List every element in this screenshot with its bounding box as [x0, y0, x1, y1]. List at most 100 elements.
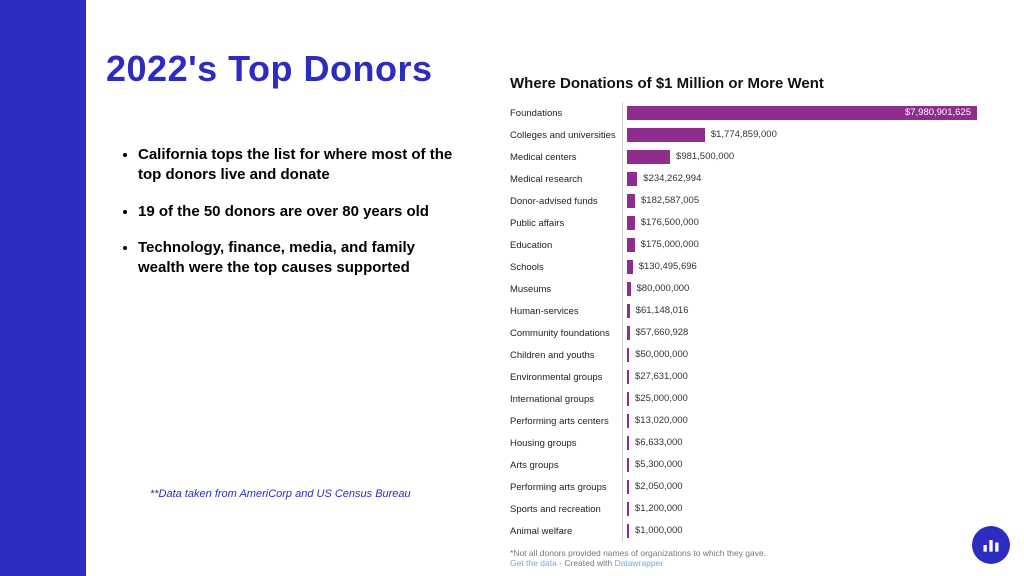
chart-bar-value: $182,587,005 [641, 194, 699, 208]
chart-row-label: Performing arts centers [510, 416, 622, 427]
chart-bar [627, 216, 635, 230]
chart-source-link[interactable]: Get the data [510, 558, 557, 568]
chart-row-label: Colleges and universities [510, 130, 622, 141]
chart-source-sep: · Created with [557, 558, 615, 568]
chart-row-track: $1,774,859,000 [623, 128, 980, 142]
chart-row-label: Performing arts groups [510, 482, 622, 493]
chart-bar-value: $80,000,000 [637, 282, 690, 296]
chart-row: Performing arts centers $13,020,000 [510, 410, 980, 432]
chart-bar-value: $25,000,000 [635, 392, 688, 406]
chart-row: Public affairs $176,500,000 [510, 212, 980, 234]
chart-row-label: Education [510, 240, 622, 251]
chart-row-track: $175,000,000 [623, 238, 980, 252]
chart-bar [627, 436, 629, 450]
chart-bar-value: $981,500,000 [676, 150, 734, 164]
chart-row-label: Sports and recreation [510, 504, 622, 515]
chart-row-track: $981,500,000 [623, 150, 980, 164]
chart-bar [627, 348, 629, 362]
chart-row-track: $25,000,000 [623, 392, 980, 406]
chart-bar-value: $57,660,928 [636, 326, 689, 340]
chart-row: Housing groups $6,633,000 [510, 432, 980, 454]
chart-bar-value: $7,980,901,625 [905, 106, 971, 120]
chart-row: Children and youths$50,000,000 [510, 344, 980, 366]
chart-row-track: $234,262,994 [623, 172, 980, 186]
chart-row: Education$175,000,000 [510, 234, 980, 256]
chart-row-label: Medical centers [510, 152, 622, 163]
accent-sidebar [0, 0, 86, 576]
chart-row-track: $6,633,000 [623, 436, 980, 450]
chart-bar-value: $13,020,000 [635, 414, 688, 428]
chart-bar-value: $2,050,000 [635, 480, 683, 494]
chart-source-tool[interactable]: Datawrapper [614, 558, 663, 568]
chart-row-track: $182,587,005 [623, 194, 980, 208]
chart-row: Foundations $7,980,901,625 [510, 102, 980, 124]
bullet-item: California tops the list for where most … [138, 145, 460, 186]
bullet-item: Technology, finance, media, and family w… [138, 238, 460, 279]
chart-bar [627, 194, 635, 208]
chart-footnote: *Not all donors provided names of organi… [510, 548, 980, 558]
chart-bar [627, 150, 670, 164]
chart-row-track: $5,300,000 [623, 458, 980, 472]
chart-rows: Foundations $7,980,901,625 Colleges and un… [510, 102, 980, 542]
chart-bar-value: $1,200,000 [635, 502, 683, 516]
chart-bar [627, 524, 629, 538]
chart-row-label: Community foundations [510, 328, 622, 339]
chart-bar-value: $234,262,994 [643, 172, 701, 186]
chart-row: Medical centers $981,500,000 [510, 146, 980, 168]
chart-bar [627, 238, 635, 252]
chart-bar [627, 370, 629, 384]
chart-bar-value: $6,633,000 [635, 436, 683, 450]
chart-row-label: Foundations [510, 108, 622, 119]
chart-row: Medical research $234,262,994 [510, 168, 980, 190]
slide: 2022's Top Donors California tops the li… [0, 0, 1024, 576]
chart-bar-value: $176,500,000 [641, 216, 699, 230]
chart-row: Donor-advised funds $182,587,005 [510, 190, 980, 212]
chart-row: Colleges and universities $1,774,859,000 [510, 124, 980, 146]
chart-row-label: International groups [510, 394, 622, 405]
chart-row-label: Animal welfare [510, 526, 622, 537]
chart-row: Schools $130,495,696 [510, 256, 980, 278]
chart-row: International groups $25,000,000 [510, 388, 980, 410]
chart-row-label: Medical research [510, 174, 622, 185]
chart-row-label: Public affairs [510, 218, 622, 229]
chart-row-label: Museums [510, 284, 622, 295]
chart-row-track: $13,020,000 [623, 414, 980, 428]
chart-row-label: Housing groups [510, 438, 622, 449]
logo-badge [972, 526, 1010, 564]
chart-source: Get the data · Created with Datawrapper [510, 558, 980, 568]
chart-bar-value: $1,774,859,000 [711, 128, 777, 142]
chart-row: Sports and recreation $1,200,000 [510, 498, 980, 520]
chart-row-track: $130,495,696 [623, 260, 980, 274]
chart-row-label: Human-services [510, 306, 622, 317]
chart-row-track: $27,631,000 [623, 370, 980, 384]
chart-row-track: $80,000,000 [623, 282, 980, 296]
chart-row-track: $7,980,901,625 [623, 106, 980, 120]
chart-bar-value: $130,495,696 [639, 260, 697, 274]
chart-bar [627, 326, 630, 340]
chart-bar [627, 414, 629, 428]
chart-bar-value: $61,148,016 [636, 304, 689, 318]
chart-bar-value: $50,000,000 [635, 348, 688, 362]
chart-row-track: $61,148,016 [623, 304, 980, 318]
chart-bar [627, 304, 630, 318]
chart-row-label: Schools [510, 262, 622, 273]
chart-bar [627, 480, 629, 494]
chart-bar [627, 502, 629, 516]
chart-row-label: Donor-advised funds [510, 196, 622, 207]
chart-bar [627, 392, 629, 406]
chart-bar-value: $5,300,000 [635, 458, 683, 472]
chart-title: Where Donations of $1 Million or More We… [510, 75, 980, 92]
chart-row: Environmental groups $27,631,000 [510, 366, 980, 388]
citation-text: **Data taken from AmeriCorp and US Censu… [150, 488, 411, 500]
chart-row-label: Environmental groups [510, 372, 622, 383]
donations-bar-chart: Where Donations of $1 Million or More We… [510, 75, 980, 568]
chart-row-track: $2,050,000 [623, 480, 980, 494]
bullet-item: 19 of the 50 donors are over 80 years ol… [138, 202, 460, 222]
chart-bar [627, 282, 631, 296]
chart-bar-value: $27,631,000 [635, 370, 688, 384]
chart-row-label: Arts groups [510, 460, 622, 471]
chart-bar [627, 458, 629, 472]
bullet-list: California tops the list for where most … [120, 145, 460, 294]
chart-bar [627, 172, 637, 186]
chart-row: Animal welfare$1,000,000 [510, 520, 980, 542]
